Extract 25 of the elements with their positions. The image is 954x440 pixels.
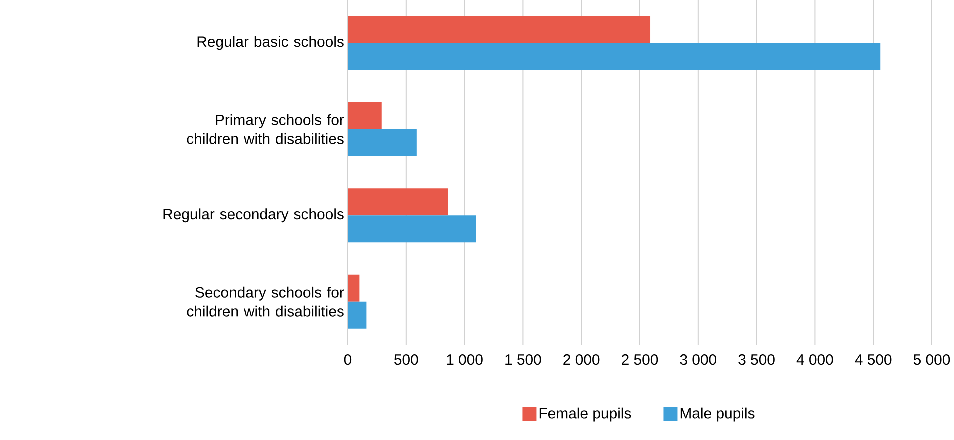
bar: [348, 129, 417, 156]
x-tick-label: 2 000: [564, 354, 600, 366]
bar: [348, 216, 476, 243]
bar: [348, 102, 382, 130]
bar: [348, 302, 367, 329]
legend-label: Male pupils: [680, 408, 755, 422]
x-tick-label: 2 500: [622, 354, 658, 366]
x-tick-label: 0: [344, 354, 352, 366]
x-tick-label: 1 500: [506, 354, 542, 366]
bar: [348, 43, 881, 70]
x-tick-label: 1 000: [447, 354, 483, 366]
legend-label: Female pupils: [540, 408, 632, 422]
y-tick-label: Secondary schools for children with disabilities: [187, 286, 344, 317]
x-tick-label: 4 000: [796, 354, 834, 366]
y-tick-label: Regular basic schools: [198, 36, 344, 50]
bar: [348, 274, 360, 302]
x-tick-label: 5 000: [914, 354, 950, 366]
x-tick-label: 3 000: [680, 354, 716, 366]
x-tick-label: 3 500: [738, 354, 775, 366]
bar: [348, 188, 448, 216]
y-tick-label: Regular secondary schools: [164, 208, 344, 223]
y-tick-label: Primary schools for children with disabilities: [187, 114, 344, 144]
x-tick-label: 500: [394, 354, 418, 366]
bar: [348, 16, 651, 44]
x-tick-label: 4 500: [855, 354, 892, 366]
